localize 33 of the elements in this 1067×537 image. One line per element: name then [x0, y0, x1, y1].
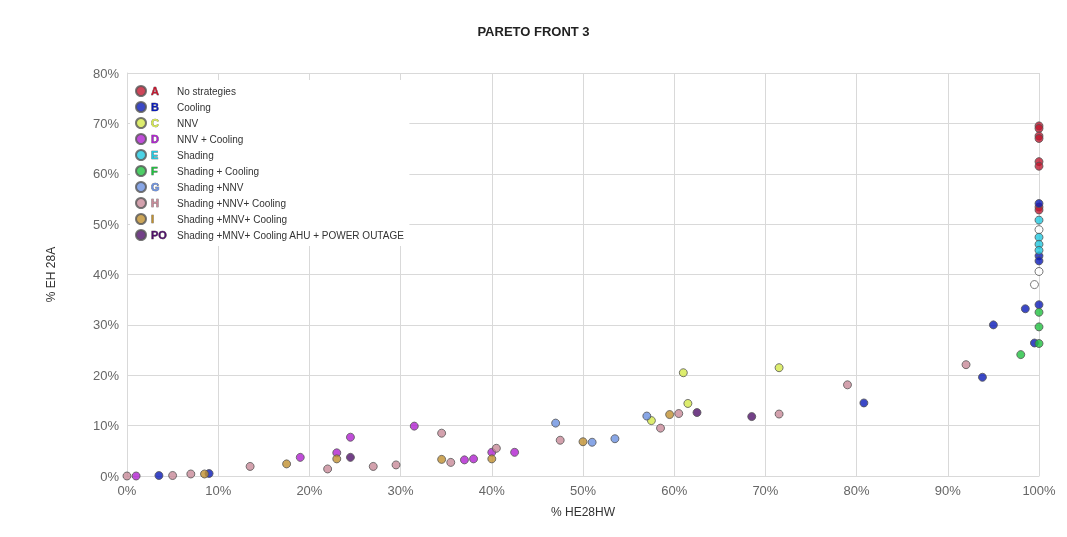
text: H Shading +NNV+ Cooling	[151, 197, 286, 209]
text: I Shading +MNV+ Cooling	[151, 213, 288, 225]
y-tick-label: 70%	[92, 115, 120, 131]
x-tick-label: 80%	[843, 483, 871, 498]
y-tick-label: 80%	[92, 65, 120, 81]
x-tick-label: 90%	[934, 483, 962, 498]
y-axis-title: % EH 28A	[44, 246, 58, 303]
y-tick-label: 20%	[92, 367, 120, 383]
x-tick-label: 20%	[296, 483, 323, 498]
y-tick-label: 10%	[92, 418, 120, 434]
y-tick-label: 50%	[92, 216, 120, 232]
text: G Shading +NNV	[151, 181, 244, 193]
y-tick-label: 60%	[92, 166, 120, 182]
text: E Shading	[151, 149, 214, 161]
text: A No strategies	[151, 85, 236, 97]
text: D NNV + Cooling	[151, 133, 244, 145]
x-tick-label: 60%	[661, 483, 688, 498]
x-tick-label: 70%	[752, 483, 779, 498]
x-tick-label: 30%	[387, 483, 415, 498]
y-tick-label: 0%	[100, 468, 120, 484]
x-tick-label: 100%	[1022, 483, 1057, 498]
x-axis-title: % HE28HW	[550, 505, 616, 519]
x-tick-label: 10%	[205, 483, 232, 498]
text: B Cooling	[151, 101, 211, 113]
x-tick-label: 0%	[117, 483, 137, 498]
legend-label: PO Shading +MNV+ Cooling AHU + POWER OUTAGE	[151, 229, 405, 241]
y-tick-label: 30%	[92, 317, 120, 333]
text: F Shading + Cooling	[151, 165, 260, 177]
chart-title: PARETO FRONT 3	[477, 24, 590, 39]
x-tick-label: 40%	[478, 483, 506, 498]
y-tick-label: 40%	[92, 267, 120, 282]
text: C NNV	[151, 117, 199, 129]
x-tick-label: 50%	[569, 483, 597, 498]
